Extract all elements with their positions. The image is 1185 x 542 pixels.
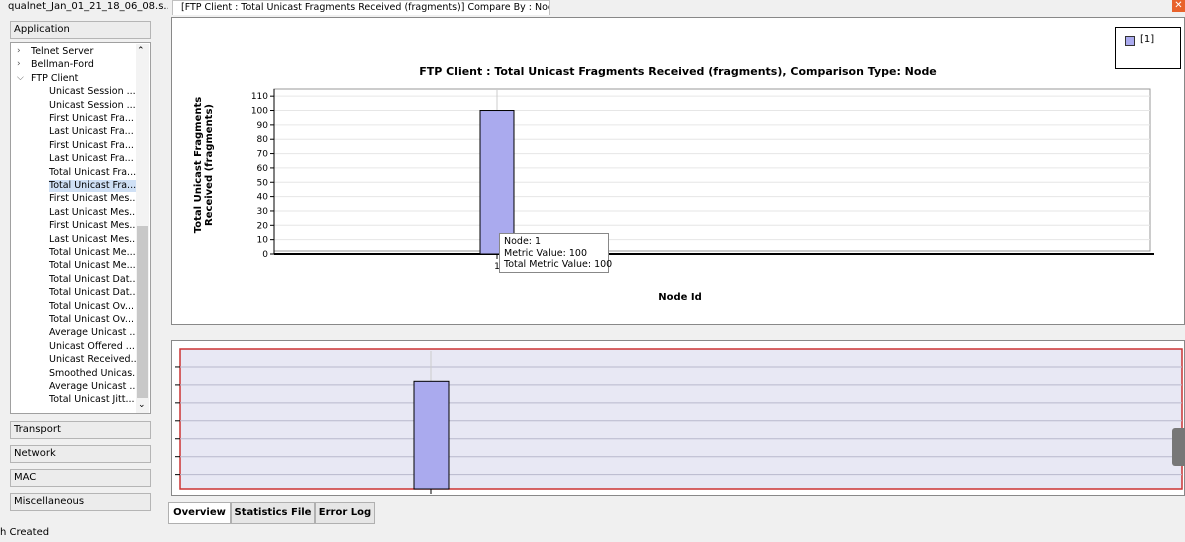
chart-legend: [1] bbox=[1115, 27, 1181, 69]
tree-item[interactable]: Last Unicast Fra... bbox=[49, 126, 134, 138]
tree-group[interactable]: Telnet Server bbox=[31, 46, 94, 57]
file-tab[interactable]: qualnet_Jan_01_21_18_06_08.s... bbox=[0, 0, 168, 14]
y-tick-label: 70 bbox=[257, 150, 269, 160]
tree-scroll-thumb[interactable] bbox=[137, 226, 148, 398]
plot-area bbox=[273, 88, 1151, 252]
overview-bar-node-1 bbox=[413, 380, 450, 490]
bar-node-1 bbox=[479, 110, 515, 255]
tree-group[interactable]: Bellman-Ford bbox=[31, 59, 94, 71]
scroll-up-icon[interactable]: ⌃ bbox=[137, 46, 145, 56]
tree-item[interactable]: Last Unicast Mes... bbox=[49, 206, 139, 218]
tree-group[interactable]: FTP Client bbox=[31, 72, 79, 84]
close-icon[interactable]: ✕ bbox=[1172, 0, 1185, 12]
y-tick-label: 60 bbox=[257, 164, 269, 174]
tooltip-node: Node: 1 bbox=[504, 236, 542, 247]
tree-item[interactable]: Smoothed Unicas... bbox=[49, 367, 142, 379]
y-tick-label: 10 bbox=[257, 236, 269, 246]
overview-chart[interactable] bbox=[172, 341, 1184, 495]
y-tick-label: 110 bbox=[251, 92, 268, 102]
y-tick-label: 0 bbox=[262, 250, 268, 260]
category-mac[interactable]: MAC bbox=[10, 469, 151, 487]
chevron-right-icon[interactable]: › bbox=[17, 59, 21, 70]
y-tick-label: 100 bbox=[251, 107, 268, 117]
y-axis-label-line-2: Received (fragments) bbox=[204, 104, 215, 226]
main-chart: 0 10 20 30 40 50 60 70 80 90 100 110 1 bbox=[251, 88, 1154, 272]
y-tick-label: 20 bbox=[257, 221, 269, 231]
y-tick-label: 40 bbox=[257, 193, 269, 203]
tab-error-log[interactable]: Error Log bbox=[315, 502, 375, 524]
tooltip-metric-value: Metric Value: 100 bbox=[504, 247, 587, 259]
chevron-right-icon[interactable]: › bbox=[17, 46, 21, 56]
tree-item[interactable]: First Unicast Mes... bbox=[49, 193, 139, 205]
tree-item[interactable]: First Unicast Fra... bbox=[49, 113, 134, 124]
chart-title: FTP Client : Total Unicast Fragments Rec… bbox=[419, 65, 937, 78]
tree-item[interactable]: Total Unicast Me... bbox=[49, 260, 136, 272]
tab-statistics-file[interactable]: Statistics File bbox=[231, 502, 315, 524]
legend-label: [1] bbox=[1140, 34, 1155, 45]
tree-item[interactable]: Last Unicast Fra... bbox=[49, 153, 134, 165]
y-tick-label: 30 bbox=[257, 207, 269, 217]
category-application[interactable]: Application bbox=[10, 21, 151, 39]
tree-item[interactable]: Unicast Session ... bbox=[49, 86, 136, 98]
category-transport[interactable]: Transport bbox=[10, 421, 151, 439]
scroll-down-icon[interactable]: ⌄ bbox=[138, 400, 146, 410]
metric-tree: › Telnet Server › Bellman-Ford ⌵ FTP Client Un… bbox=[10, 42, 151, 414]
tree-item[interactable]: Total Unicast Fra... bbox=[49, 180, 137, 192]
panel-collapse-handle[interactable] bbox=[1172, 428, 1185, 466]
y-tick-label: 80 bbox=[257, 135, 269, 145]
x-tick-label: 1 bbox=[494, 262, 500, 272]
tooltip-total-metric-value: Total Metric Value: 100 bbox=[504, 259, 613, 270]
x-axis-label: Node Id bbox=[658, 292, 702, 303]
category-miscellaneous[interactable]: Miscellaneous bbox=[10, 493, 151, 511]
status-bar-text: h Created bbox=[0, 527, 50, 538]
tab-overview[interactable]: Overview bbox=[168, 502, 231, 524]
y-tick-label: 90 bbox=[257, 121, 269, 131]
tree-item[interactable]: Total Unicast Me... bbox=[49, 247, 136, 258]
tree-item[interactable]: Total Unicast Fra... bbox=[49, 166, 137, 178]
y-axis-label: Total Unicast Fragments Received (fragme… bbox=[193, 97, 215, 233]
tree-item[interactable]: Unicast Offered ... bbox=[49, 340, 135, 352]
y-tick-label: 50 bbox=[257, 178, 269, 188]
tree-item[interactable]: First Unicast Fra... bbox=[49, 139, 134, 151]
tree-item[interactable]: Total Unicast Ov... bbox=[49, 314, 134, 325]
tree-item[interactable]: Unicast Session ... bbox=[49, 99, 136, 111]
overview-selection[interactable] bbox=[179, 348, 1183, 490]
legend-swatch bbox=[1125, 36, 1135, 46]
compare-tab[interactable]: [FTP Client : Total Unicast Fragments Re… bbox=[172, 0, 550, 15]
category-network[interactable]: Network bbox=[10, 445, 151, 463]
tree-item[interactable]: First Unicast Mes... bbox=[49, 220, 139, 232]
tree-item[interactable]: Unicast Received... bbox=[49, 354, 140, 366]
tree-item[interactable]: Average Unicast ... bbox=[49, 327, 139, 339]
tree-item[interactable]: Last Unicast Mes... bbox=[49, 233, 139, 245]
tree-item[interactable]: Total Unicast Dat... bbox=[49, 287, 139, 299]
chevron-down-icon[interactable]: ⌵ bbox=[17, 72, 24, 83]
tree-item[interactable]: Total Unicast Dat... bbox=[49, 273, 139, 285]
y-axis-label-line-1: Total Unicast Fragments bbox=[193, 97, 204, 233]
tree-item[interactable]: Total Unicast Ov... bbox=[49, 300, 134, 312]
bar-tooltip: Node: 1 Metric Value: 100 Total Metric V… bbox=[499, 233, 613, 273]
tree-item[interactable]: Total Unicast Jitt... bbox=[49, 394, 135, 406]
tree-item[interactable]: Average Unicast ... bbox=[49, 381, 139, 392]
